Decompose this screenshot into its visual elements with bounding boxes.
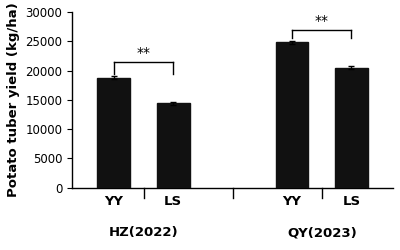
Y-axis label: Potato tuber yield (kg/ha): Potato tuber yield (kg/ha) — [7, 2, 20, 197]
Bar — [276, 42, 308, 188]
Bar — [157, 103, 190, 188]
Bar — [98, 78, 130, 188]
Text: QY(2023): QY(2023) — [287, 226, 357, 239]
Text: **: ** — [136, 46, 150, 60]
Text: HZ(2022): HZ(2022) — [109, 226, 178, 239]
Bar — [335, 68, 368, 188]
Text: **: ** — [315, 14, 329, 28]
